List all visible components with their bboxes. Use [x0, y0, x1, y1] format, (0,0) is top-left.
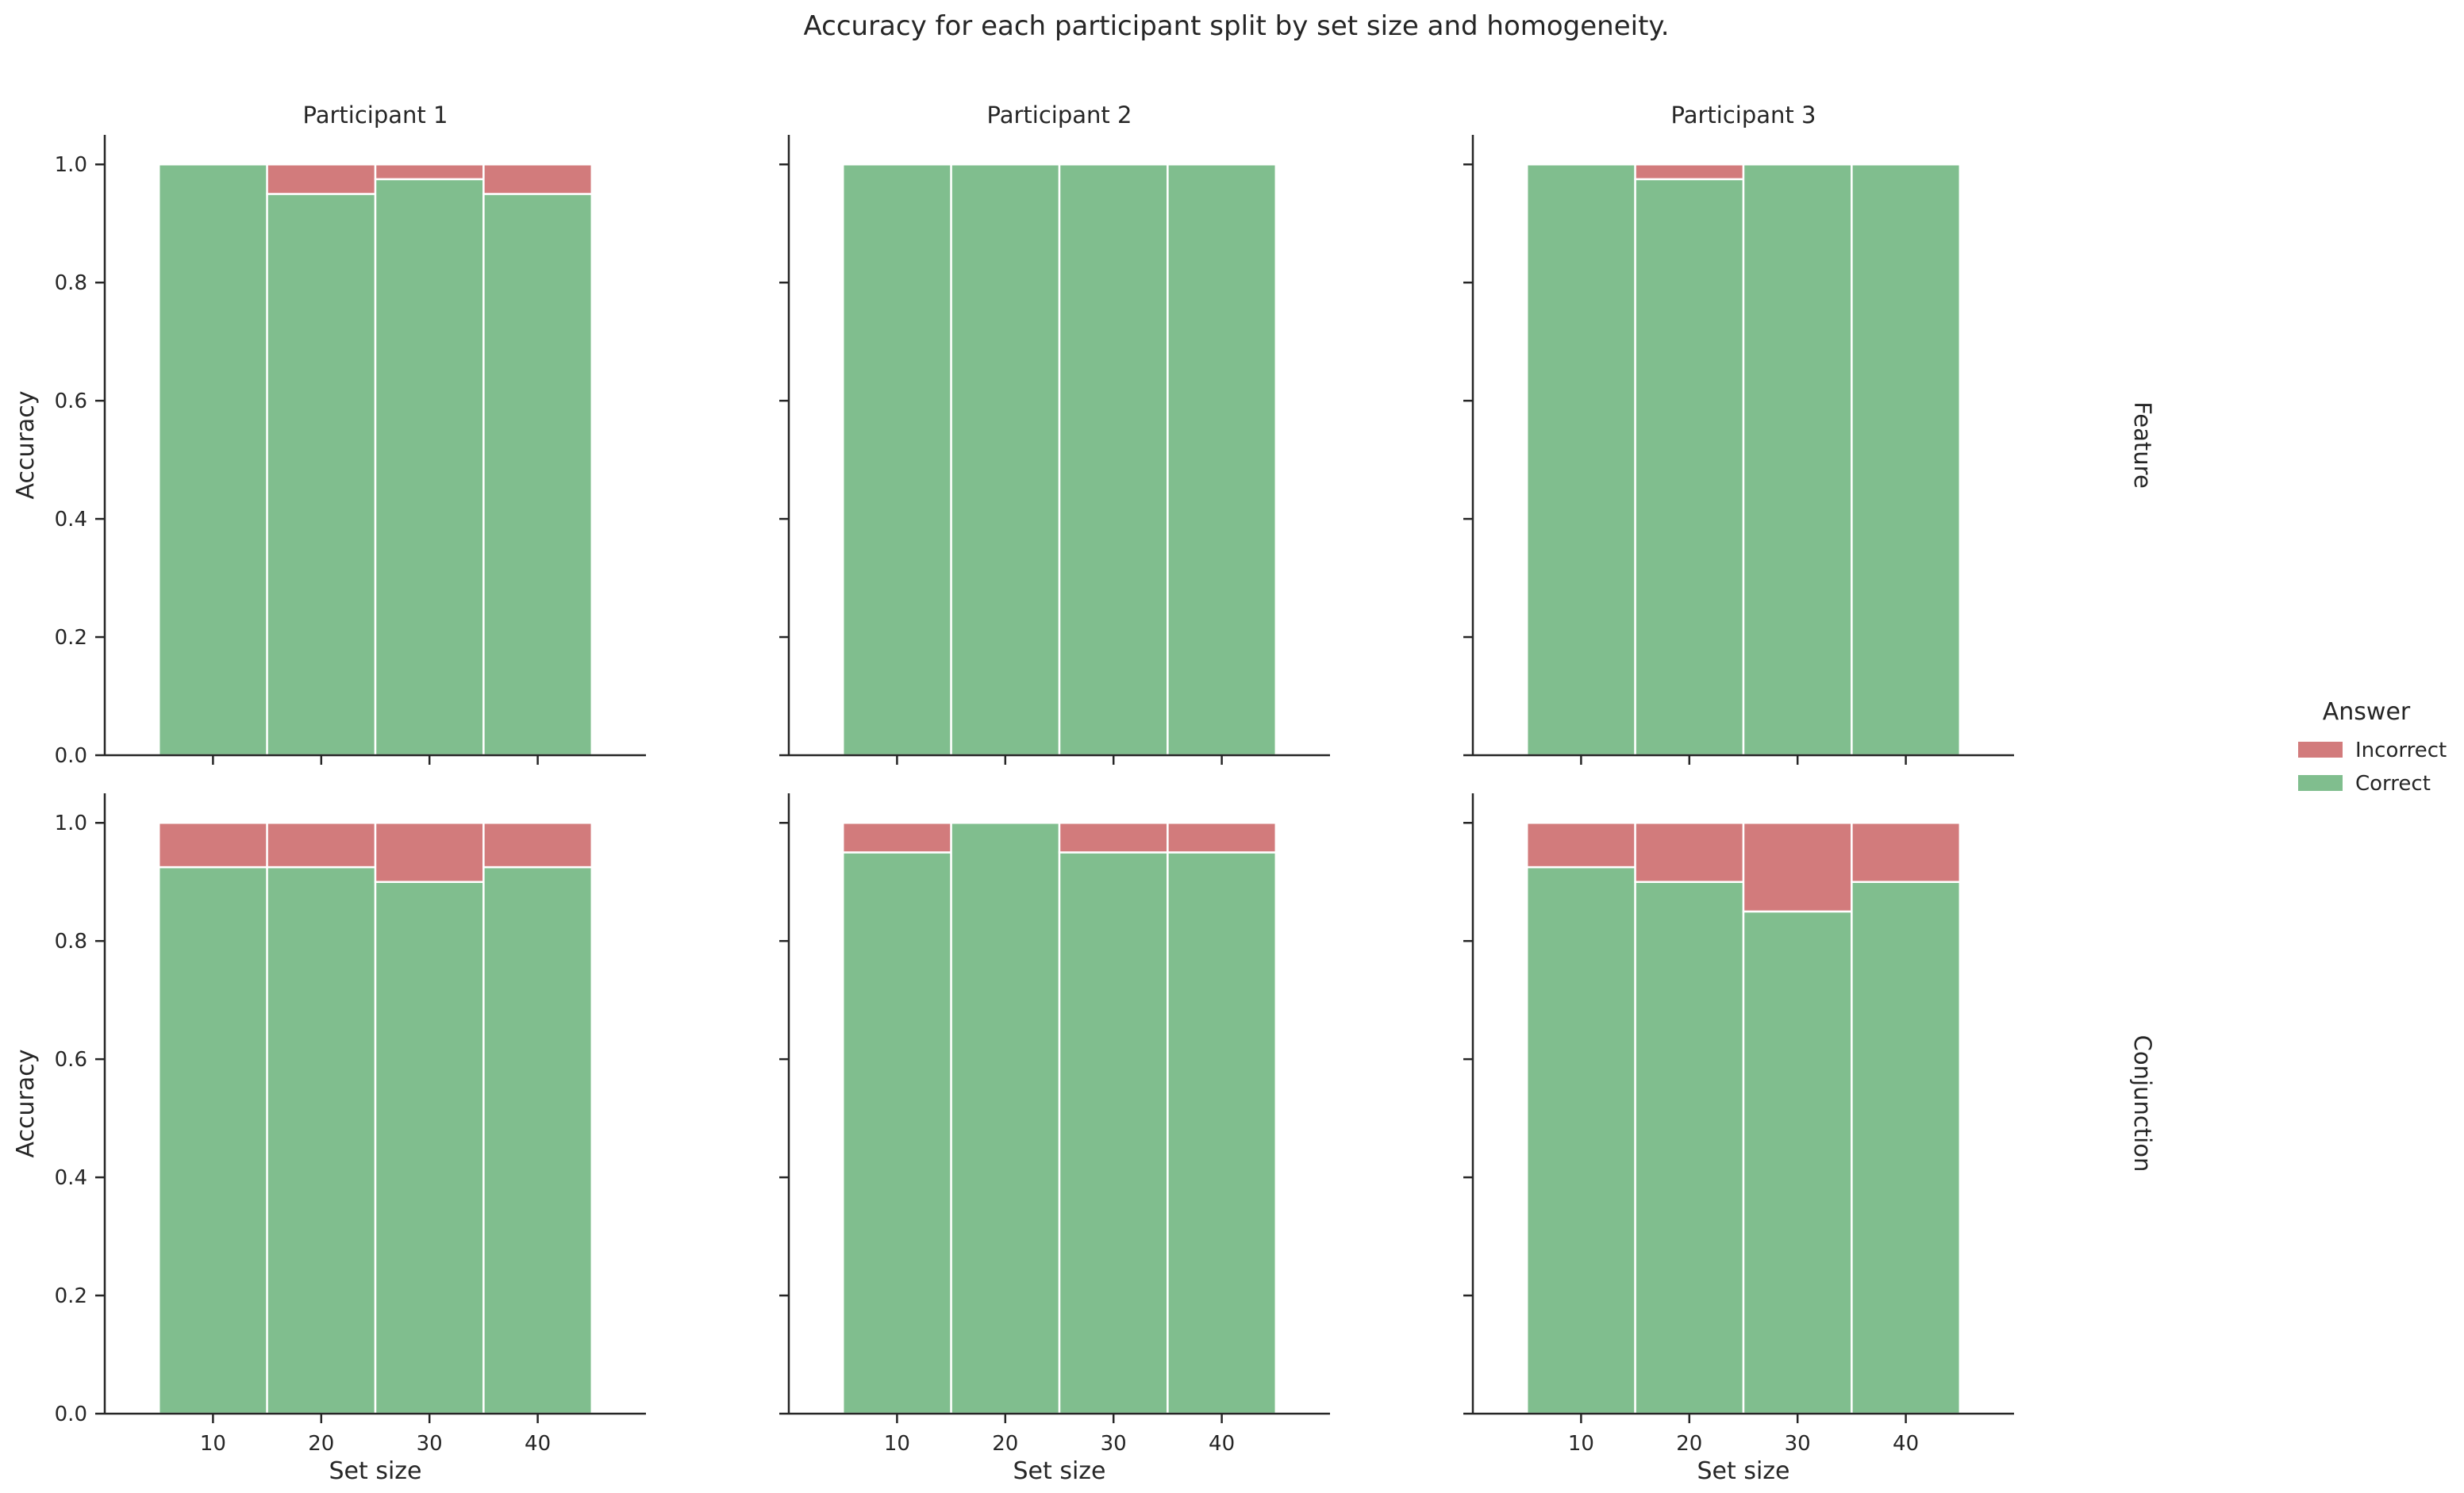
y-tick-label: 0.0 — [55, 744, 87, 768]
x-axis-label: Set size — [1697, 1457, 1790, 1485]
bar-correct — [1058, 163, 1169, 757]
x-tick-label: 20 — [992, 1432, 1018, 1456]
legend-label-incorrect: Incorrect — [2355, 739, 2447, 762]
x-tick-label: 20 — [1676, 1432, 1702, 1456]
bar-correct — [1851, 163, 1962, 757]
y-tick-label: 0.6 — [55, 1048, 87, 1072]
x-tick-label: 30 — [1785, 1432, 1811, 1456]
bar-correct — [157, 865, 268, 1415]
x-tick-label: 40 — [1209, 1432, 1235, 1456]
x-tick-label: 40 — [525, 1432, 551, 1456]
x-axis-label: Set size — [329, 1457, 422, 1485]
x-axis-label: Set size — [1013, 1457, 1106, 1485]
x-tick-label: 30 — [1101, 1432, 1127, 1456]
bar-incorrect — [266, 821, 377, 869]
column-title: Participant 2 — [987, 102, 1132, 129]
panel-feature-2: Participant 2 — [779, 102, 1330, 765]
y-tick-label: 0.2 — [55, 1284, 87, 1308]
x-tick-label: 40 — [1893, 1432, 1919, 1456]
bar-correct — [374, 178, 485, 757]
row-title: Conjunction — [2129, 1035, 2156, 1173]
x-tick-label: 10 — [1568, 1432, 1594, 1456]
y-tick-label: 0.8 — [55, 930, 87, 954]
bar-incorrect — [841, 821, 952, 854]
bar-incorrect — [1167, 821, 1278, 854]
bar-correct — [157, 163, 268, 757]
bar-incorrect — [1525, 821, 1636, 869]
chart-title: Accuracy for each participant split by s… — [803, 10, 1669, 42]
bar-correct — [1851, 881, 1962, 1415]
legend-label-correct: Correct — [2355, 772, 2431, 796]
bar-correct — [1742, 163, 1853, 757]
column-title: Participant 3 — [1671, 102, 1816, 129]
bar-correct — [482, 865, 594, 1415]
y-axis-label: Accuracy — [12, 1050, 40, 1158]
legend-title: Answer — [2323, 698, 2411, 726]
y-tick-label: 0.4 — [55, 1166, 87, 1190]
panels: 0.0 0.2 0.4 0.6 0.8 1.0 Participant 1 Accuracy P… — [12, 102, 2156, 1485]
x-tick-label: 10 — [884, 1432, 910, 1456]
y-tick-label: 0.0 — [55, 1403, 87, 1426]
x-tick-label: 30 — [417, 1432, 443, 1456]
bar-incorrect — [482, 821, 594, 869]
x-tick-label: 10 — [200, 1432, 226, 1456]
y-tick-label: 0.6 — [55, 390, 87, 413]
bar-incorrect — [157, 821, 268, 869]
y-tick-label: 1.0 — [55, 153, 87, 177]
bar-correct — [950, 163, 1061, 757]
bar-correct — [1167, 163, 1278, 757]
legend-swatch-correct — [2298, 775, 2343, 791]
bar-incorrect — [482, 163, 594, 195]
panel-conjunction-2: 10 20 30 40 Set size — [779, 793, 1330, 1485]
y-tick-label: 0.4 — [55, 508, 87, 532]
panel-conjunction-1: 0.0 0.2 0.4 0.6 0.8 1.0 10 20 30 40 Set size Accura… — [12, 793, 646, 1485]
row-title: Feature — [2129, 401, 2156, 489]
bar-correct — [266, 865, 377, 1415]
panel-feature-3: Participant 3 Feature — [1463, 102, 2156, 765]
legend-swatch-incorrect — [2298, 742, 2343, 758]
bar-correct — [482, 193, 594, 757]
y-tick-label: 1.0 — [55, 812, 87, 835]
bar-correct — [1525, 163, 1636, 757]
bar-incorrect — [266, 163, 377, 195]
y-tick-label: 0.2 — [55, 626, 87, 650]
bar-correct — [950, 821, 1061, 1415]
bar-incorrect — [1058, 821, 1169, 854]
bar-incorrect — [1742, 821, 1853, 913]
column-title: Participant 1 — [303, 102, 448, 129]
bar-correct — [266, 193, 377, 757]
bar-correct — [1525, 865, 1636, 1415]
bar-incorrect — [1851, 821, 1962, 883]
bar-correct — [374, 881, 485, 1415]
bar-incorrect — [374, 163, 485, 181]
bar-correct — [841, 163, 952, 757]
bar-incorrect — [374, 821, 485, 883]
bar-incorrect — [1634, 821, 1745, 883]
bar-correct — [1742, 910, 1853, 1415]
y-tick-label: 0.8 — [55, 271, 87, 295]
panel-feature-1: 0.0 0.2 0.4 0.6 0.8 1.0 Participant 1 Accuracy — [12, 102, 646, 768]
bar-correct — [1167, 851, 1278, 1415]
bar-correct — [1634, 178, 1745, 757]
y-axis-label: Accuracy — [12, 391, 40, 500]
bar-correct — [1058, 851, 1169, 1415]
legend: Answer Incorrect Correct — [2298, 698, 2447, 796]
panel-conjunction-3: 10 20 30 40 Set size Conjunction — [1463, 793, 2156, 1485]
bar-incorrect — [1634, 163, 1745, 181]
bar-correct — [1634, 881, 1745, 1415]
x-tick-label: 20 — [308, 1432, 334, 1456]
bar-correct — [841, 851, 952, 1415]
